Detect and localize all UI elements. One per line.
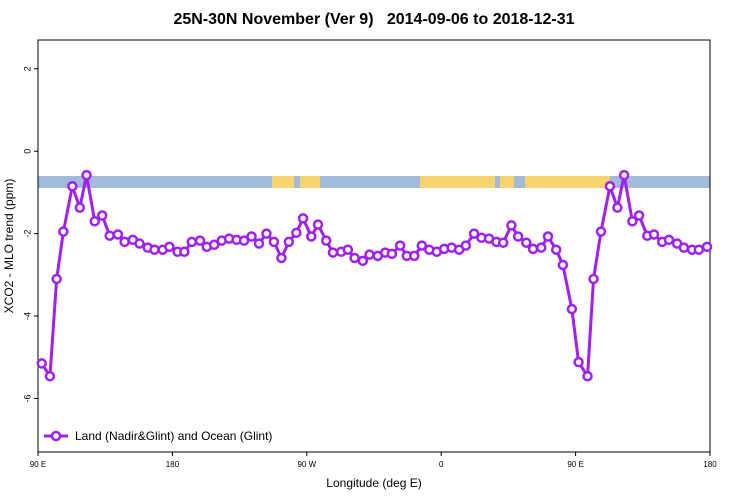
data-point xyxy=(468,228,480,239)
legend: Land (Nadir&Glint) and Ocean (Glint) xyxy=(44,429,272,443)
data-point xyxy=(112,229,124,240)
data-point xyxy=(604,181,616,192)
data-point xyxy=(238,235,250,246)
data-point xyxy=(497,237,509,248)
data-point xyxy=(588,273,599,285)
data-point xyxy=(409,250,420,262)
data-point xyxy=(460,240,472,251)
data-point xyxy=(44,370,56,382)
data-point xyxy=(149,244,160,255)
data-point xyxy=(261,228,272,239)
data-point xyxy=(394,240,406,251)
data-point xyxy=(36,358,47,369)
legend-marker xyxy=(50,430,62,442)
data-point xyxy=(582,370,593,382)
data-point xyxy=(618,169,630,181)
data-point xyxy=(306,231,317,242)
series-line xyxy=(40,174,708,381)
data-point xyxy=(512,231,524,242)
data-point xyxy=(536,242,547,253)
data-point xyxy=(67,181,78,192)
data-point xyxy=(96,210,108,221)
y-tick-label: 2 xyxy=(22,66,32,71)
data-point xyxy=(566,303,578,315)
x-tick-label: 90 E xyxy=(567,460,583,469)
data-point xyxy=(320,235,332,246)
data-point xyxy=(663,234,675,246)
y-tick-label: -6 xyxy=(22,394,32,402)
data-point xyxy=(357,255,369,267)
data-point xyxy=(246,231,257,242)
data-point xyxy=(386,248,398,260)
x-axis-label: Longitude (deg E) xyxy=(326,476,421,490)
data-point xyxy=(521,237,532,248)
map-strip xyxy=(38,176,710,188)
data-point xyxy=(276,252,287,264)
data-point xyxy=(701,241,713,253)
data-point xyxy=(633,210,645,221)
data-point xyxy=(119,236,130,248)
data-point xyxy=(693,244,705,255)
data-point xyxy=(58,226,69,237)
data-point xyxy=(550,244,562,255)
data-point xyxy=(253,238,265,249)
data-point xyxy=(208,239,220,251)
data-point xyxy=(416,240,428,251)
data-point xyxy=(81,169,92,181)
x-tick-label: 90 W xyxy=(297,460,316,469)
data-point xyxy=(74,202,86,213)
data-point xyxy=(612,202,623,213)
x-tick-label: 180 xyxy=(703,460,717,469)
y-tick-label: -4 xyxy=(22,312,32,320)
data-point xyxy=(186,236,198,248)
data-point xyxy=(194,235,206,246)
data-point xyxy=(557,259,569,271)
data-point xyxy=(595,226,607,237)
x-tick-label: 0 xyxy=(439,460,444,469)
data-point xyxy=(342,244,354,255)
data-point xyxy=(283,236,295,248)
data-point xyxy=(89,216,100,227)
data-point xyxy=(297,213,309,224)
y-tick-label: 0 xyxy=(22,149,32,154)
data-point xyxy=(349,252,360,264)
data-point xyxy=(678,242,690,253)
data-point xyxy=(627,216,638,227)
data-point xyxy=(327,247,339,258)
data-point xyxy=(648,229,660,240)
data-point xyxy=(134,238,145,249)
data-point xyxy=(291,227,302,239)
chart-title: 25N-30N November (Ver 9) 2014-09-06 to 2… xyxy=(173,11,574,28)
data-point xyxy=(179,246,190,258)
data-point xyxy=(527,243,539,255)
data-point xyxy=(506,220,517,231)
data-point xyxy=(51,273,62,285)
y-axis-label: XCO2 - MLO trend (ppm) xyxy=(2,179,16,314)
data-point xyxy=(104,230,115,241)
data-point xyxy=(268,236,280,248)
data-point xyxy=(364,249,375,260)
data-point xyxy=(542,231,554,242)
legend-label: Land (Nadir&Glint) and Ocean (Glint) xyxy=(75,429,272,443)
x-tick-label: 180 xyxy=(166,460,180,469)
data-point xyxy=(312,219,324,230)
data-point xyxy=(164,241,175,253)
y-tick-label: -2 xyxy=(22,230,32,238)
x-tick-label: 90 E xyxy=(30,460,46,469)
data-point xyxy=(573,356,584,368)
